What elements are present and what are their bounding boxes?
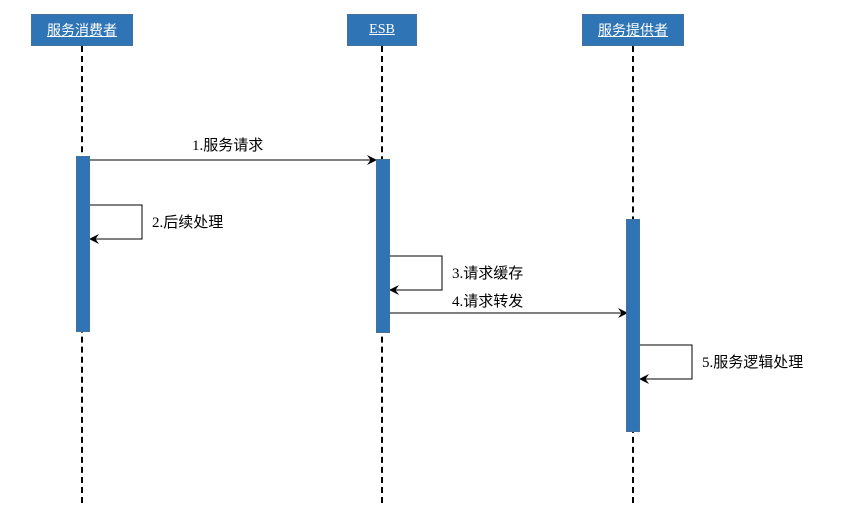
actor-label: ESB: [369, 22, 395, 38]
svg-layer: [0, 0, 864, 509]
actor-label: 服务提供者: [598, 20, 668, 40]
actor-label: 服务消费者: [47, 20, 117, 40]
actor-esb: ESB: [347, 14, 417, 46]
message-label-1: 2.后续处理: [152, 211, 223, 232]
message-label-4: 5.服务逻辑处理: [702, 351, 803, 372]
message-self-2: [390, 256, 442, 290]
message-self-4: [640, 345, 692, 379]
message-label-0: 1.服务请求: [192, 134, 263, 155]
activation-esb: [376, 159, 390, 333]
activation-consumer: [76, 156, 90, 332]
message-label-3: 4.请求转发: [452, 290, 523, 311]
message-label-2: 3.请求缓存: [452, 262, 523, 283]
actor-consumer: 服务消费者: [31, 14, 133, 46]
sequence-diagram: 服务消费者 ESB 服务提供者 1.服务请求 2.后续处理 3.请求缓存 4.请求转发 5.服…: [0, 0, 864, 509]
activation-provider: [626, 219, 640, 432]
actor-provider: 服务提供者: [582, 14, 684, 46]
message-self-1: [90, 205, 142, 239]
